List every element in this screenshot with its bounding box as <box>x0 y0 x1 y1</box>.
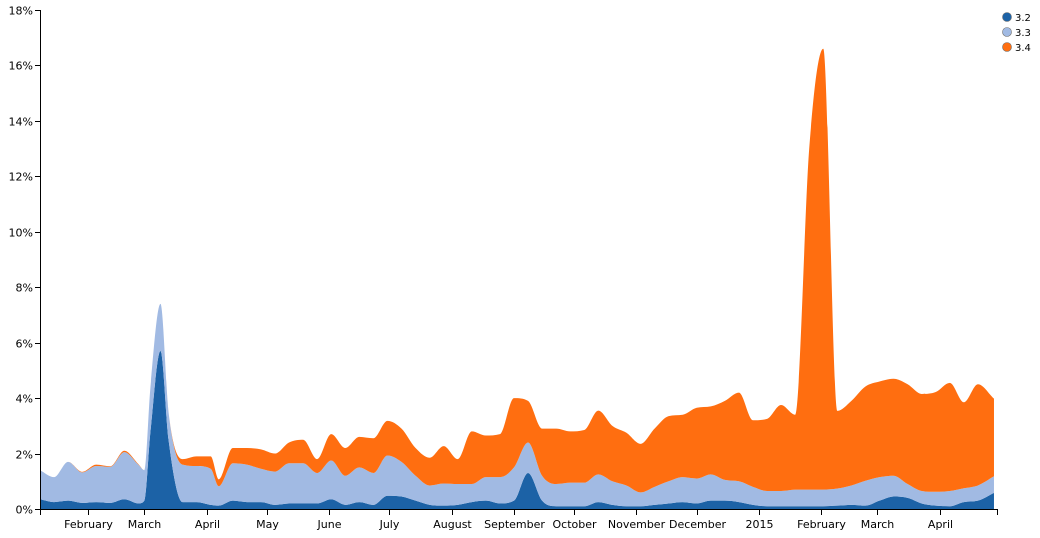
legend-swatch <box>1002 42 1012 52</box>
y-tick-label: 12% <box>9 171 33 184</box>
x-tick-label: April <box>928 518 953 531</box>
y-tick-label: 4% <box>16 393 33 406</box>
x-tick-label: April <box>195 518 220 531</box>
x-tick-label: November <box>608 518 666 531</box>
y-tick-label: 10% <box>9 227 33 240</box>
x-tick-label: December <box>669 518 727 531</box>
legend-swatch <box>1002 27 1012 37</box>
y-tick-label: 16% <box>9 60 33 73</box>
y-tick-label: 0% <box>16 504 33 517</box>
y-axis: 0% 2% 4% 6% 8% 10% 12% 14% 16% 18% <box>9 5 41 517</box>
y-tick-label: 14% <box>9 116 33 129</box>
x-tick-label: October <box>552 518 596 531</box>
x-tick-label: September <box>484 518 545 531</box>
legend: 3.2 3.3 3.4 <box>1002 12 1031 54</box>
x-tick-label: February <box>797 518 846 531</box>
y-tick-label: 6% <box>16 338 33 351</box>
y-tick-label: 18% <box>9 5 33 18</box>
y-tick-label: 8% <box>16 282 33 295</box>
x-tick-label: February <box>64 518 113 531</box>
legend-label: 3.2 <box>1015 13 1031 24</box>
x-tick-label: June <box>317 518 342 531</box>
legend-label: 3.3 <box>1015 28 1031 39</box>
area-series-3-4 <box>40 48 994 493</box>
x-tick-label: 2015 <box>746 518 774 531</box>
x-tick-label: March <box>128 518 162 531</box>
x-tick-label: March <box>861 518 895 531</box>
area-layers <box>40 48 994 509</box>
area-series-3-3 <box>40 303 994 507</box>
legend-swatch <box>1002 12 1012 22</box>
x-tick-label: July <box>379 518 400 531</box>
x-tick-label: August <box>433 518 472 531</box>
x-tick-label: May <box>256 518 279 531</box>
y-tick-label: 2% <box>16 449 33 462</box>
x-axis: February March April May June July August Septe… <box>40 509 998 531</box>
legend-label: 3.4 <box>1015 43 1031 54</box>
